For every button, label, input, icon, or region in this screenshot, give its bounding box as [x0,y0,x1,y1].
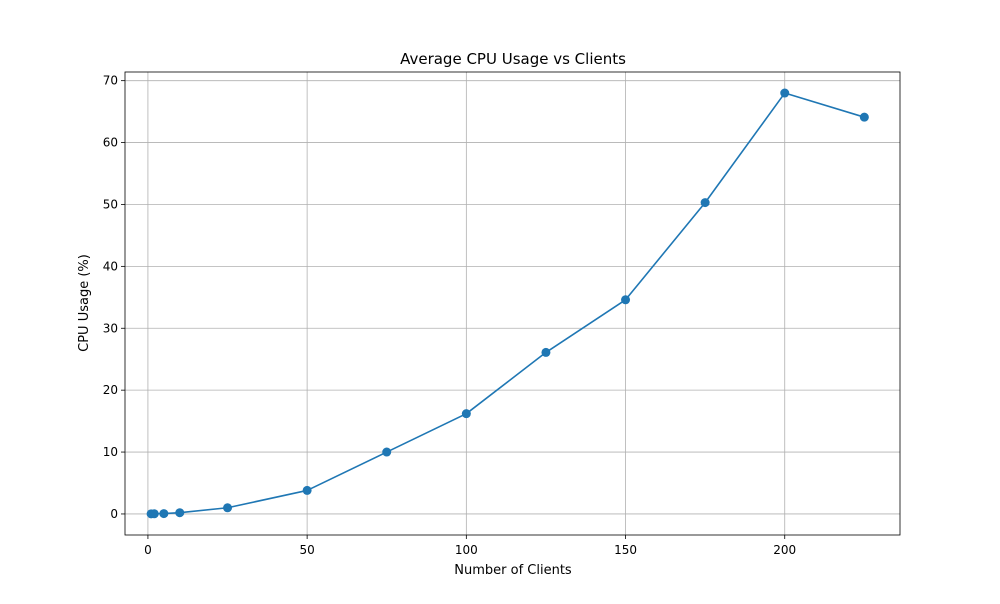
data-point [223,503,233,513]
data-point [541,347,551,357]
data-point [461,409,471,419]
y-tick-label: 70 [103,74,118,88]
y-tick-label: 10 [103,445,118,459]
x-tick-label: 0 [144,543,152,557]
x-axis-label: Number of Clients [454,563,572,578]
data-point [175,508,185,518]
plot-frame [124,71,901,536]
y-tick-label: 30 [103,321,118,335]
y-tick-label: 0 [110,507,118,521]
x-tick-label: 200 [773,543,796,557]
y-tick-label: 40 [103,259,118,273]
data-point [159,509,169,519]
data-point [149,509,159,519]
series-line [151,92,865,515]
x-tick-label: 50 [299,543,314,557]
x-tick-label: 150 [614,543,637,557]
data-point [780,88,790,98]
y-tick-label: 60 [103,136,118,150]
data-point [382,447,392,457]
y-tick-label: 50 [103,197,118,211]
data-point [302,485,312,495]
grid-lines [125,72,900,535]
y-axis-label: CPU Usage (%) [77,254,92,352]
x-tick-label: 100 [455,543,478,557]
data-point [859,112,869,122]
y-tick-label: 20 [103,383,118,397]
series-layer [146,88,869,519]
axes: 0 50 100 150 200 0 10 20 30 40 50 60 70 [103,71,901,557]
data-point [621,295,631,305]
chart-title: Average CPU Usage vs Clients [400,50,626,68]
data-point [700,198,710,208]
